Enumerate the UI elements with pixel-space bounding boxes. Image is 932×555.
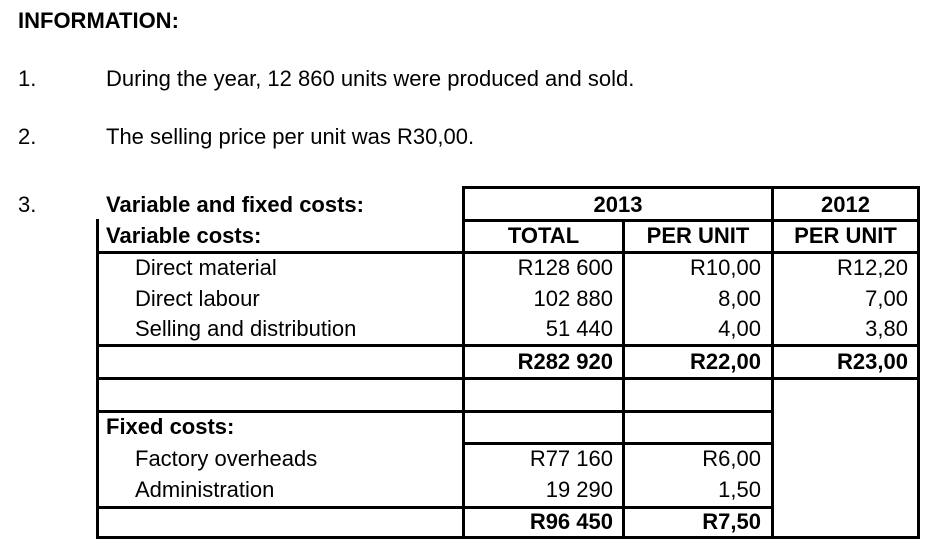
table-border-bottom <box>96 536 920 539</box>
row-label-factory-overheads: Factory overheads <box>135 446 318 471</box>
variable-costs-label: Variable costs: <box>106 223 262 248</box>
table-divider-variable-totals <box>96 344 920 347</box>
col-per-unit-2013-header: PER UNIT <box>646 223 750 248</box>
item-text-2: The selling price per unit was R30,00. <box>106 124 475 149</box>
row-total-direct-labour: 102 880 <box>533 286 613 311</box>
item-text-1: During the year, 12 860 units were produ… <box>106 66 635 91</box>
item-number-1: 1. <box>18 66 37 91</box>
table-divider-headers <box>96 251 920 254</box>
row-per-unit-2012-direct-labour: 7,00 <box>865 286 908 311</box>
row-per-unit-2012-selling-distribution: 3,80 <box>865 316 908 341</box>
year-2012-header: 2012 <box>821 192 870 217</box>
table-col-per-unit-left <box>622 219 625 539</box>
table-divider-years <box>462 219 920 222</box>
fixed-per-unit-2013-total: R7,50 <box>702 509 761 534</box>
col-total-header: TOTAL <box>507 223 580 248</box>
table-border-top <box>462 186 920 189</box>
row-per-unit-2013-factory-overheads: R6,00 <box>702 446 761 471</box>
row-per-unit-2013-administration: 1,50 <box>718 477 761 502</box>
row-total-selling-distribution: 51 440 <box>545 316 613 341</box>
item-number-3: 3. <box>18 192 37 217</box>
table-border-left <box>96 219 99 539</box>
row-per-unit-2012-direct-material: R12,20 <box>837 255 908 280</box>
table-divider-spacer <box>96 410 774 413</box>
information-heading: INFORMATION: <box>18 8 179 33</box>
row-per-unit-2013-direct-labour: 8,00 <box>718 286 761 311</box>
row-total-direct-material: R128 600 <box>517 255 613 280</box>
row-per-unit-2013-direct-material: R10,00 <box>690 255 761 280</box>
fixed-costs-label: Fixed costs: <box>106 414 235 439</box>
item-text-3: Variable and fixed costs: <box>106 192 364 217</box>
table-divider-fixed-label <box>462 442 774 445</box>
fixed-total: R96 450 <box>529 509 613 534</box>
item-number-2: 2. <box>18 124 37 149</box>
variable-total: R282 920 <box>517 349 613 374</box>
table-col-total-left <box>462 186 465 539</box>
col-per-unit-2012-header: PER UNIT <box>794 223 897 248</box>
year-2013-header: 2013 <box>593 192 643 217</box>
table-divider-fixed-totals <box>96 506 774 509</box>
row-total-administration: 19 290 <box>545 477 613 502</box>
row-per-unit-2013-selling-distribution: 4,00 <box>718 316 761 341</box>
row-label-direct-labour: Direct labour <box>135 286 260 311</box>
variable-per-unit-2012-total: R23,00 <box>837 349 908 374</box>
variable-per-unit-2013-total: R22,00 <box>690 349 761 374</box>
row-label-direct-material: Direct material <box>135 255 277 280</box>
table-border-right <box>917 186 920 539</box>
table-col-2012-left <box>771 186 774 539</box>
row-label-administration: Administration <box>135 477 275 502</box>
row-total-factory-overheads: R77 160 <box>529 446 613 471</box>
table-divider-variable-end <box>96 377 920 380</box>
row-label-selling-distribution: Selling and distribution <box>135 316 357 341</box>
